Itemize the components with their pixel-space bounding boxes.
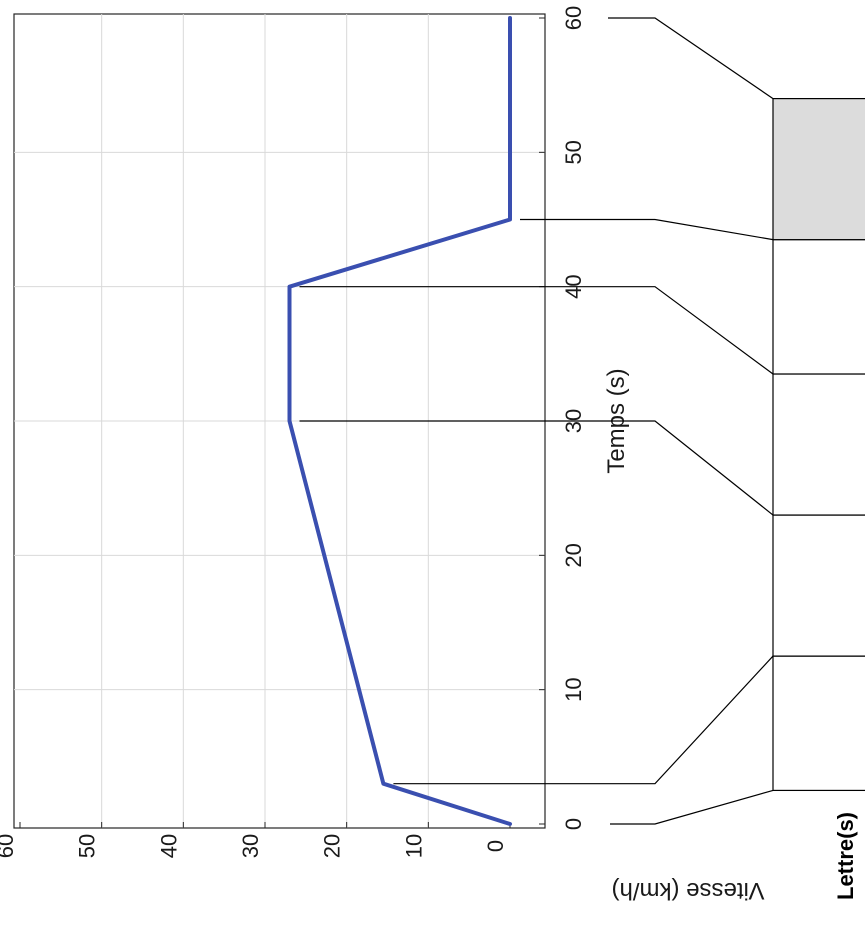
speed-series-line [287,16,512,826]
letter-box [772,97,865,241]
time-tick-label: 10 [561,677,586,701]
speed-axis-label: Vitesse (km/h) [612,877,765,904]
pointer-lines [299,17,774,825]
letter-box [772,514,865,657]
speed-tick-label: 10 [401,834,426,858]
speed-tick-label: 0 [483,840,508,852]
letter-box [772,655,865,792]
time-tick-label: 20 [561,543,586,567]
letters-row-label: Lettre(s) [833,812,858,900]
pointer-line [608,17,774,100]
time-tick-label: 0 [561,818,586,830]
letter-box [772,373,865,516]
pointer-line [610,789,774,825]
pointer-line [393,655,774,785]
speed-tick-label: 20 [320,834,345,858]
time-tick-label: 60 [561,6,586,30]
grid-lines [14,14,545,828]
speed-tick-label: 30 [238,834,263,858]
letter-boxes [772,97,865,792]
pointer-line [299,286,774,375]
speed-tick-label: 50 [75,834,100,858]
speed-tick-label: 60 [0,834,18,858]
speed-tick-labels: 0 10 20 30 40 50 60 [0,834,508,858]
speed-tick-label: 40 [156,834,181,858]
pointer-line [520,218,774,241]
letter-box [772,239,865,375]
pointer-line [299,420,774,516]
time-tick-label: 50 [561,140,586,164]
